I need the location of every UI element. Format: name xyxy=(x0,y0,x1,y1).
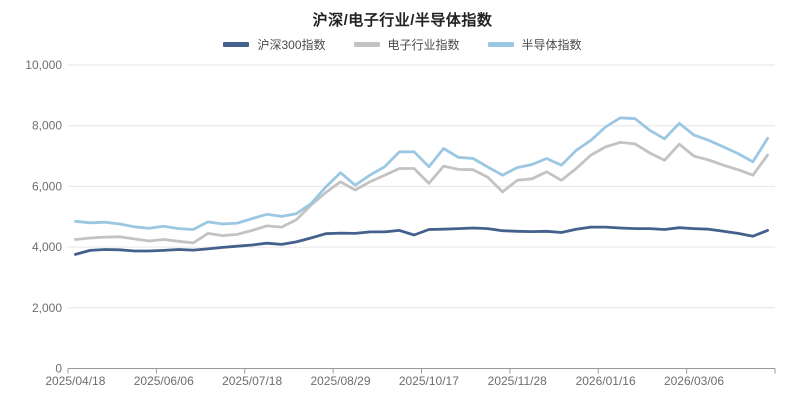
x-axis-label-4: 2025/10/17 xyxy=(399,374,459,388)
x-axis-label-6: 2026/01/16 xyxy=(576,374,636,388)
legend-item-0[interactable]: 沪深300指数 xyxy=(223,36,326,53)
legend-item-1[interactable]: 电子行业指数 xyxy=(353,36,460,53)
y-axis-label-0: 0 xyxy=(55,362,62,376)
series-line-2[interactable] xyxy=(74,116,769,231)
x-axis-label-1: 2025/06/06 xyxy=(134,374,194,388)
x-axis-label-3: 2025/08/29 xyxy=(310,374,370,388)
legend-item-2[interactable]: 半导体指数 xyxy=(487,36,582,53)
series-line-0[interactable] xyxy=(74,225,769,256)
series-line-1[interactable] xyxy=(74,140,769,245)
legend-label: 半导体指数 xyxy=(521,38,582,52)
y-axis-label-4: 8,000 xyxy=(32,119,62,133)
x-axis-label-5: 2025/11/28 xyxy=(488,374,547,388)
x-axis-label-0: 2025/04/18 xyxy=(45,374,105,388)
legend-swatch-icon xyxy=(223,42,250,47)
x-axis-label-7: 2026/03/06 xyxy=(664,374,724,388)
x-axis-label-2: 2025/07/18 xyxy=(222,374,282,388)
legend-swatch-icon xyxy=(487,42,514,47)
chart-legend: 沪深300指数 电子行业指数 半导体指数 xyxy=(0,36,805,53)
legend-swatch-icon xyxy=(353,42,380,47)
y-axis-label-5: 10,000 xyxy=(25,58,62,72)
legend-label: 电子行业指数 xyxy=(387,38,460,52)
y-axis-label-3: 6,000 xyxy=(32,179,62,193)
chart-title: 沪深/电子行业/半导体指数 xyxy=(312,12,493,29)
y-axis-label-1: 2,000 xyxy=(32,301,62,315)
y-axis-label-2: 4,000 xyxy=(32,240,62,254)
legend-label: 沪深300指数 xyxy=(257,38,326,52)
